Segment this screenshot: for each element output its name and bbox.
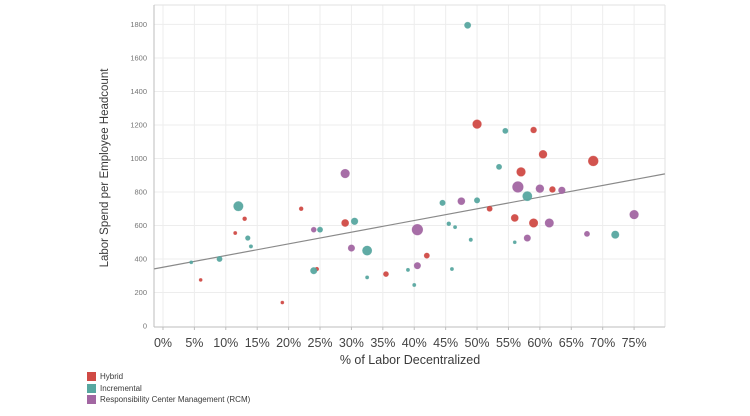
data-point-responsibility-center-management-rcm[interactable] bbox=[629, 209, 639, 220]
x-tick-label: 40% bbox=[402, 336, 427, 350]
data-point-responsibility-center-management-rcm[interactable] bbox=[413, 262, 421, 270]
x-tick-label: 15% bbox=[245, 336, 270, 350]
legend-item-responsibility-center-management-rcm[interactable]: Responsibility Center Management (RCM) bbox=[87, 394, 250, 406]
legend-item-label: Hybrid bbox=[100, 372, 124, 382]
data-point-incremental[interactable] bbox=[216, 255, 223, 262]
data-point-incremental[interactable] bbox=[502, 127, 509, 134]
data-point-hybrid[interactable] bbox=[486, 205, 493, 212]
data-point-hybrid[interactable] bbox=[280, 300, 285, 305]
data-point-hybrid[interactable] bbox=[528, 218, 539, 228]
data-point-hybrid[interactable] bbox=[472, 119, 482, 129]
data-point-incremental[interactable] bbox=[317, 226, 324, 233]
data-point-responsibility-center-management-rcm[interactable] bbox=[310, 226, 317, 233]
data-point-incremental[interactable] bbox=[412, 282, 417, 287]
y-tick-label: 400 bbox=[134, 254, 147, 263]
y-tick-label: 1600 bbox=[130, 53, 147, 62]
data-point-hybrid[interactable] bbox=[341, 219, 350, 227]
y-tick-label: 1000 bbox=[130, 154, 147, 163]
y-tick-label: 0 bbox=[143, 322, 147, 331]
data-point-incremental[interactable] bbox=[512, 240, 517, 245]
data-point-hybrid[interactable] bbox=[242, 216, 247, 222]
y-tick-label: 600 bbox=[134, 221, 147, 230]
x-tick-label: 10% bbox=[213, 336, 238, 350]
data-point-responsibility-center-management-rcm[interactable] bbox=[457, 197, 466, 206]
data-point-hybrid[interactable] bbox=[233, 231, 238, 236]
x-tick-label: 20% bbox=[276, 336, 301, 350]
legend-item-label: Incremental bbox=[100, 383, 142, 393]
y-axis-title: Labor Spend per Employee Headcount bbox=[99, 68, 111, 268]
x-tick-label: 45% bbox=[433, 336, 458, 350]
data-point-incremental[interactable] bbox=[245, 235, 251, 241]
legend-item-incremental[interactable]: Incremental bbox=[87, 383, 250, 395]
data-point-responsibility-center-management-rcm[interactable] bbox=[347, 244, 356, 252]
data-point-hybrid[interactable] bbox=[423, 252, 430, 259]
data-point-responsibility-center-management-rcm[interactable] bbox=[340, 168, 350, 179]
data-point-incremental[interactable] bbox=[248, 244, 254, 249]
data-point-incremental[interactable] bbox=[350, 217, 359, 225]
data-point-hybrid[interactable] bbox=[516, 167, 526, 177]
x-tick-label: 70% bbox=[590, 336, 615, 350]
y-tick-label: 1400 bbox=[130, 87, 147, 96]
data-point-incremental[interactable] bbox=[405, 267, 410, 272]
data-point-hybrid[interactable] bbox=[549, 186, 556, 193]
x-axis-title: % of Labor Decentralized bbox=[339, 353, 481, 367]
data-point-hybrid[interactable] bbox=[587, 155, 599, 167]
data-point-incremental[interactable] bbox=[464, 21, 472, 29]
data-point-responsibility-center-management-rcm[interactable] bbox=[535, 184, 545, 193]
data-point-incremental[interactable] bbox=[496, 163, 503, 170]
data-point-hybrid[interactable] bbox=[530, 126, 537, 134]
y-tick-label: 200 bbox=[134, 288, 147, 297]
legend-item-hybrid[interactable]: Hybrid bbox=[87, 371, 250, 383]
data-point-incremental[interactable] bbox=[439, 199, 446, 206]
data-point-incremental[interactable] bbox=[233, 201, 244, 212]
legend-swatch-icon bbox=[87, 372, 96, 382]
data-point-incremental[interactable] bbox=[611, 230, 620, 239]
data-point-incremental[interactable] bbox=[468, 237, 473, 242]
data-point-hybrid[interactable] bbox=[198, 278, 203, 282]
x-tick-label: 35% bbox=[370, 336, 395, 350]
data-point-responsibility-center-management-rcm[interactable] bbox=[558, 186, 566, 194]
x-tick-label: 65% bbox=[559, 336, 584, 350]
data-point-hybrid[interactable] bbox=[510, 214, 519, 222]
y-tick-label: 1800 bbox=[130, 20, 147, 29]
data-point-incremental[interactable] bbox=[310, 267, 318, 275]
trend-line bbox=[154, 173, 665, 270]
x-tick-label: 60% bbox=[527, 336, 552, 350]
legend-item-label: Responsibility Center Management (RCM) bbox=[100, 395, 251, 405]
data-point-incremental[interactable] bbox=[449, 267, 454, 272]
data-point-hybrid[interactable] bbox=[383, 271, 389, 277]
data-point-incremental[interactable] bbox=[189, 260, 194, 265]
x-tick-label: 55% bbox=[496, 336, 521, 350]
data-point-responsibility-center-management-rcm[interactable] bbox=[544, 218, 554, 228]
legend-swatch-icon bbox=[87, 383, 96, 393]
x-tick-label: 30% bbox=[339, 336, 364, 350]
data-point-hybrid[interactable] bbox=[298, 206, 304, 212]
data-point-incremental[interactable] bbox=[453, 225, 458, 230]
y-tick-label: 1200 bbox=[130, 120, 147, 129]
data-point-incremental[interactable] bbox=[365, 275, 370, 280]
data-point-responsibility-center-management-rcm[interactable] bbox=[411, 223, 424, 236]
x-tick-label: 5% bbox=[185, 336, 203, 350]
data-point-hybrid[interactable] bbox=[538, 149, 548, 159]
data-point-incremental[interactable] bbox=[473, 197, 481, 204]
x-tick-label: 50% bbox=[465, 336, 490, 350]
legend-swatch-icon bbox=[87, 395, 96, 405]
legend: Hybrid Incremental Responsibility Center M… bbox=[87, 371, 250, 406]
data-point-incremental[interactable] bbox=[362, 245, 373, 256]
x-tick-label: 25% bbox=[308, 336, 333, 350]
data-point-incremental[interactable] bbox=[446, 221, 452, 227]
x-tick-label: 75% bbox=[622, 336, 647, 350]
data-point-incremental[interactable] bbox=[522, 191, 533, 202]
y-tick-label: 800 bbox=[134, 187, 147, 196]
data-point-responsibility-center-management-rcm[interactable] bbox=[512, 181, 524, 193]
x-tick-label: 0% bbox=[154, 336, 172, 350]
data-point-responsibility-center-management-rcm[interactable] bbox=[523, 234, 531, 242]
data-point-responsibility-center-management-rcm[interactable] bbox=[583, 230, 590, 237]
